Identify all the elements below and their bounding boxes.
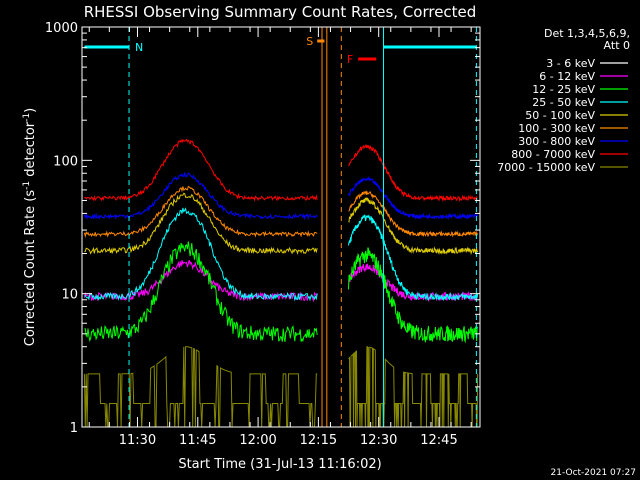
night-label: N	[135, 41, 143, 54]
legend-entry-0: 3 - 6 keV	[546, 57, 595, 70]
x-axis-label: Start Time (31-Jul-13 11:16:02)	[178, 457, 381, 472]
legend-entry-2: 12 - 25 keV	[532, 83, 595, 96]
x-tick-label: 11:45	[179, 433, 216, 448]
x-tick-label: 12:15	[300, 433, 337, 448]
series-2	[84, 241, 479, 344]
series-4	[84, 192, 479, 256]
legend-entry-4: 50 - 100 keV	[525, 109, 595, 122]
series-6	[83, 171, 479, 221]
marker-layer: N S F	[84, 27, 477, 427]
y-axis-label: Corrected Count Rate (s-1 detector-1)	[22, 108, 38, 346]
series-3-segment	[84, 207, 318, 302]
legend-entry-8: 7000 - 15000 keV	[497, 161, 595, 174]
series-5	[83, 185, 479, 238]
x-tick-label: 12:30	[360, 433, 397, 448]
series-4-segment	[84, 192, 318, 255]
series-5-segment	[348, 190, 479, 238]
legend-header: Att 0	[604, 39, 630, 52]
legend-entry-7: 800 - 7000 keV	[511, 148, 595, 161]
plot-frame	[81, 26, 481, 428]
series-4-segment	[348, 197, 479, 256]
series-7	[84, 138, 478, 203]
series-3-segment	[348, 214, 479, 302]
series-2-segment	[84, 241, 318, 343]
y-tick-label: 10	[61, 288, 78, 303]
series-5-segment	[83, 185, 318, 238]
series-7-segment	[348, 143, 478, 203]
x-axis: 11:30 11:45 12:00 12:15 12:30 12:45	[88, 27, 472, 448]
flare-label: F	[347, 53, 353, 66]
series-7-segment	[84, 138, 318, 202]
legend-header: Det 1,3,4,5,6,9,	[544, 27, 630, 40]
series-3	[84, 207, 479, 302]
y-tick-label: 1	[70, 421, 78, 436]
x-tick-label: 12:00	[239, 433, 276, 448]
series-8-segment	[348, 346, 479, 428]
series-6-segment	[83, 171, 318, 221]
timestamp: 21-Oct-2021 07:27	[551, 468, 636, 478]
legend-entry-3: 25 - 50 keV	[532, 96, 595, 109]
series-8	[83, 346, 479, 428]
x-tick-label: 12:45	[420, 433, 457, 448]
y-tick-label: 100	[53, 154, 78, 169]
legend-entry-1: 6 - 12 keV	[539, 70, 595, 83]
legend-entry-5: 100 - 300 keV	[518, 122, 595, 135]
series-1-segment	[83, 259, 318, 303]
chart-title: RHESSI Observing Summary Count Rates, Co…	[84, 3, 477, 21]
series-6-segment	[348, 176, 479, 220]
legend-entry-6: 300 - 800 keV	[518, 135, 595, 148]
series-2-segment	[348, 247, 479, 344]
y-axis: 1 10 100 1000	[45, 21, 480, 436]
x-tick-label: 11:30	[119, 433, 156, 448]
series-8-segment	[83, 346, 318, 428]
y-tick-label: 1000	[45, 21, 78, 36]
saa-label: S	[306, 35, 313, 48]
